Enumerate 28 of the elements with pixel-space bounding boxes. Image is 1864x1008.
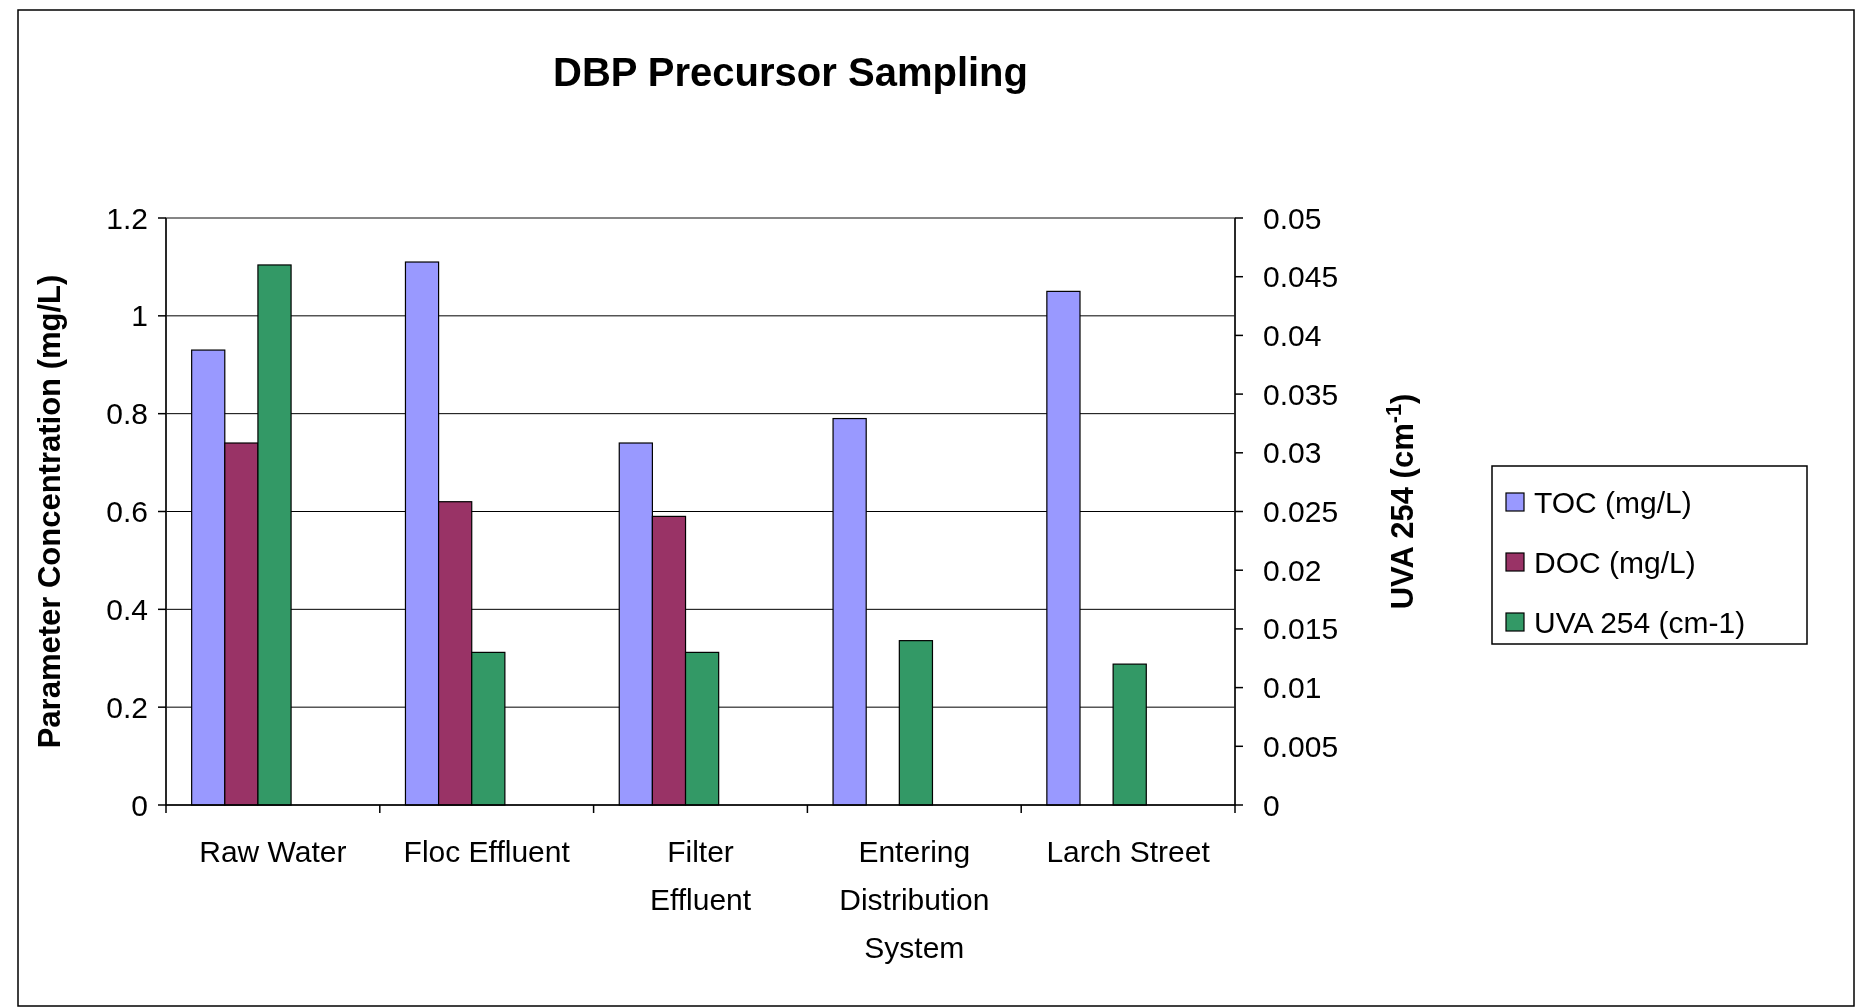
y2-tick-label: 0.045 [1263, 260, 1339, 294]
x-tick-label: Raw Water [199, 835, 347, 868]
y-tick-label: 0.6 [106, 495, 148, 528]
legend-label: UVA 254 (cm-1) [1534, 605, 1746, 639]
y2-tick-label: 0.05 [1263, 201, 1322, 235]
x-tick-label: Floc Effluent [403, 835, 571, 868]
y-axis-title: Parameter Concentration (mg/L) [32, 274, 67, 749]
y2-tick-label: 0 [1263, 788, 1280, 822]
y-tick-label: 0.4 [106, 592, 148, 626]
legend-label: TOC (mg/L) [1534, 485, 1692, 519]
y2-tick-label: 0.02 [1263, 553, 1322, 587]
y2-tick-label: 0.04 [1263, 318, 1322, 352]
y-tick-label: 1 [131, 299, 148, 333]
y-tick-label: 0.8 [106, 397, 148, 431]
x-tick-label: Filter Effluent [649, 835, 752, 916]
y2-tick-label: 0.035 [1263, 377, 1339, 411]
legend-label: DOC (mg/L) [1534, 545, 1696, 579]
y2-tick-label: 0.03 [1263, 436, 1322, 470]
x-tick-label: Entering Distribution System [839, 835, 990, 964]
y2-tick-label: 0.015 [1263, 612, 1339, 646]
y2-tick-label: 0.005 [1263, 729, 1339, 763]
y-tick-label: 0.2 [106, 690, 148, 724]
chart-title: DBP Precursor Sampling [553, 50, 1028, 94]
y-tick-label: 1.2 [106, 201, 148, 235]
y2-tick-label: 0.01 [1263, 671, 1322, 705]
y2-tick-label: 0.025 [1263, 495, 1339, 528]
x-tick-label: Larch Street [1046, 835, 1211, 868]
y-tick-label: 0 [131, 788, 148, 822]
